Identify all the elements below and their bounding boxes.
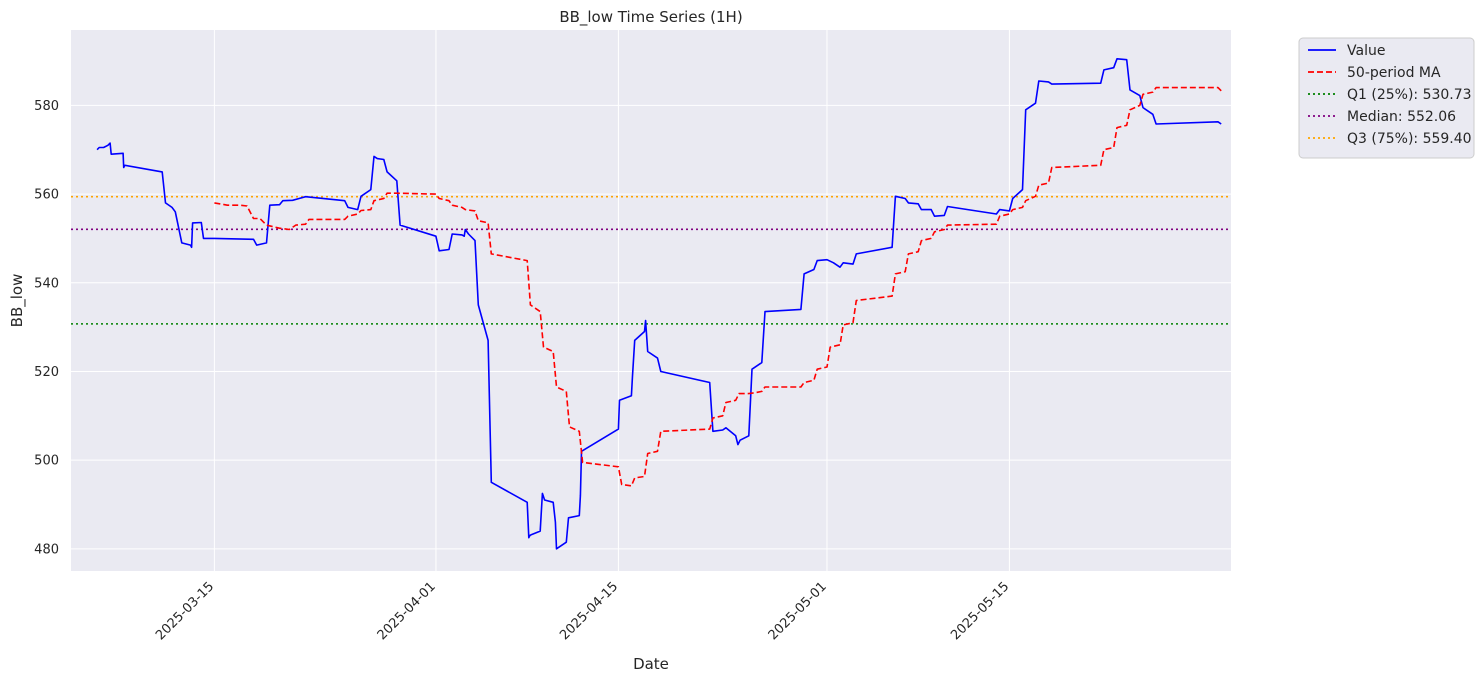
- y-tick-label: 580: [34, 99, 59, 114]
- y-tick-label: 500: [34, 454, 59, 469]
- legend-label: Median: 552.06: [1347, 109, 1456, 125]
- series-lines: [96, 57, 1222, 550]
- legend-label: 50-period MA: [1347, 65, 1441, 81]
- legend-label: Value: [1347, 43, 1385, 59]
- legend-label: Q1 (25%): 530.73: [1347, 87, 1472, 103]
- y-axis-ticks: 480 500 520 540 560 580: [34, 99, 59, 557]
- legend-box: [1298, 37, 1475, 159]
- y-tick-label: 540: [34, 276, 59, 291]
- y-tick-label: 560: [34, 188, 59, 203]
- y-axis-label: BB_low: [8, 274, 27, 328]
- legend-label: Q3 (75%): 559.40: [1347, 131, 1472, 147]
- value-line: [96, 57, 1222, 550]
- legend: Value 50-period MA Q1 (25%): 530.73 Median:…: [1298, 37, 1475, 159]
- x-axis-label: Date: [633, 655, 669, 673]
- y-tick-label: 520: [34, 365, 59, 380]
- y-tick-label: 480: [34, 542, 59, 557]
- plot-area: [71, 30, 1231, 571]
- moving-average-line: [214, 86, 1222, 487]
- reference-lines: [71, 195, 1231, 325]
- grid: [71, 30, 1231, 571]
- chart-title: BB_low Time Series (1H): [559, 8, 742, 27]
